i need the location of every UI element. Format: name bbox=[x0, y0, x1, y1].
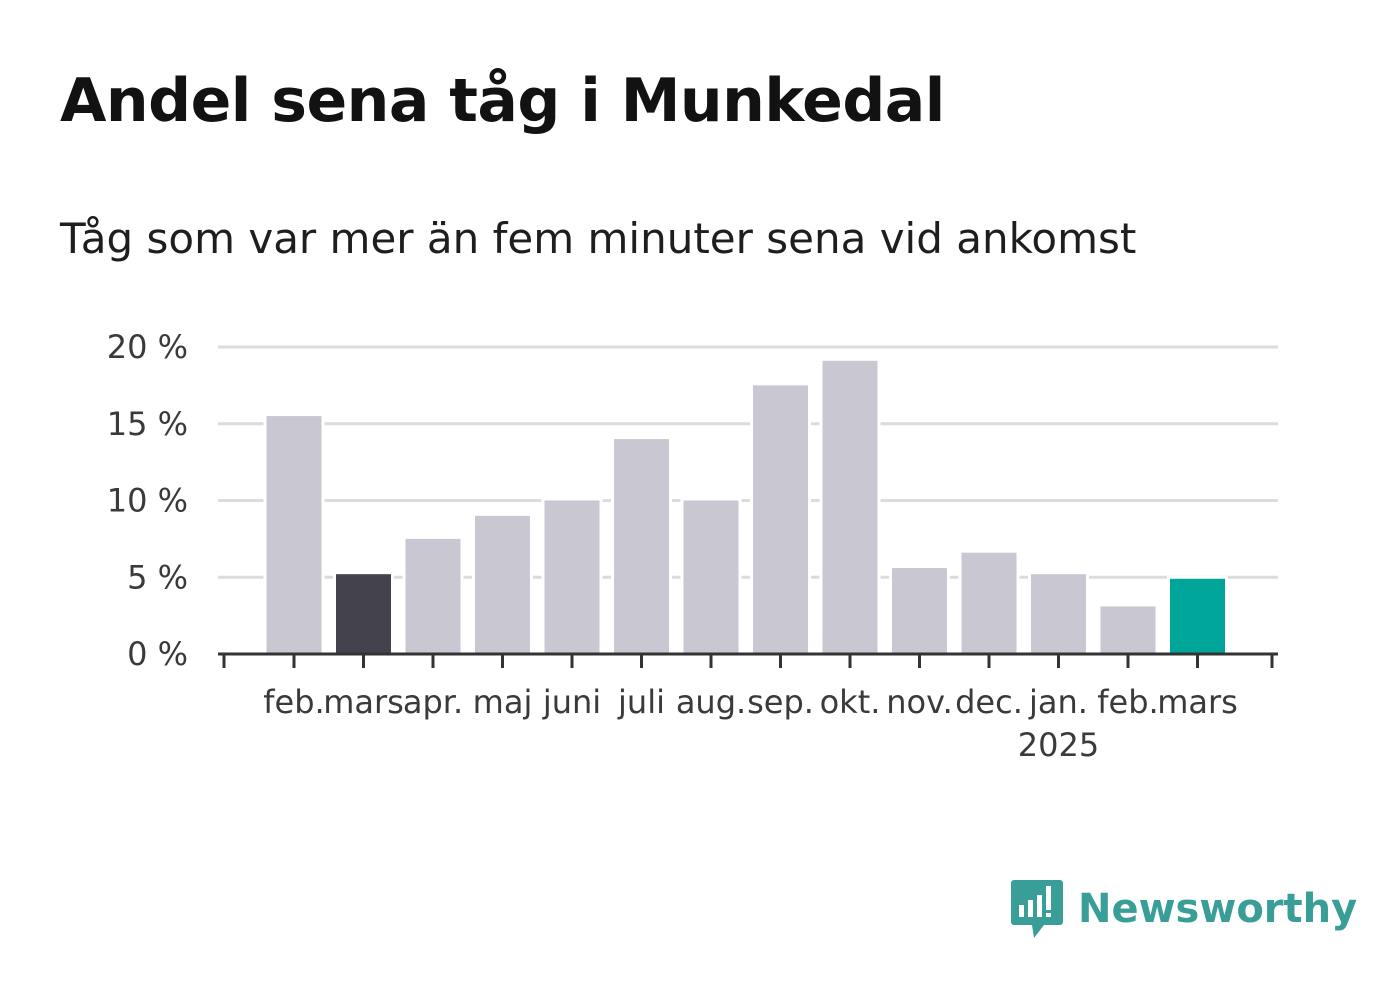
bar bbox=[1031, 574, 1086, 654]
brand-name: Newsworthy bbox=[1078, 886, 1358, 932]
y-tick-label: 5 % bbox=[127, 558, 188, 596]
brand-logo: Newsworthy bbox=[1010, 878, 1357, 940]
chart-subtitle: Tåg som var mer än fem minuter sena vid … bbox=[60, 214, 1137, 263]
y-tick-label: 20 % bbox=[107, 328, 188, 366]
bar bbox=[961, 552, 1017, 654]
chart-title: Andel sena tåg i Munkedal bbox=[60, 66, 945, 136]
x-tick-label: dec. bbox=[955, 683, 1023, 721]
x-tick-label: mars bbox=[1157, 683, 1238, 721]
x-tick-label: mars bbox=[323, 683, 404, 721]
y-tick-label: 10 % bbox=[107, 482, 188, 520]
x-tick-label: maj bbox=[473, 683, 533, 721]
bar bbox=[475, 515, 530, 654]
x-tick-label: juni bbox=[542, 683, 601, 721]
x-tick-label: feb. bbox=[1097, 683, 1158, 721]
x-tick-label: apr. bbox=[403, 683, 463, 721]
y-tick-label: 0 % bbox=[127, 635, 188, 673]
bar bbox=[336, 574, 391, 654]
bar bbox=[753, 385, 808, 654]
x-tick-label: sep. bbox=[747, 683, 814, 721]
bar bbox=[405, 538, 461, 654]
bar bbox=[1100, 606, 1156, 654]
bar bbox=[614, 439, 669, 654]
x-tick-label: jan. bbox=[1028, 683, 1088, 721]
bar bbox=[683, 500, 739, 654]
newsworthy-logo-icon bbox=[1011, 880, 1063, 938]
x-tick-label: feb. bbox=[263, 683, 324, 721]
x-tick-label: juli bbox=[617, 683, 665, 721]
y-tick-label: 15 % bbox=[107, 405, 188, 443]
x-tick-label: aug. bbox=[676, 683, 746, 721]
bar bbox=[266, 416, 322, 654]
x-tick-label: nov. bbox=[886, 683, 952, 721]
bar bbox=[822, 360, 878, 654]
bar bbox=[544, 500, 600, 654]
bar bbox=[1170, 578, 1225, 654]
x-year-label: 2025 bbox=[1018, 726, 1099, 764]
bar bbox=[892, 568, 947, 654]
x-tick-label: okt. bbox=[820, 683, 881, 721]
